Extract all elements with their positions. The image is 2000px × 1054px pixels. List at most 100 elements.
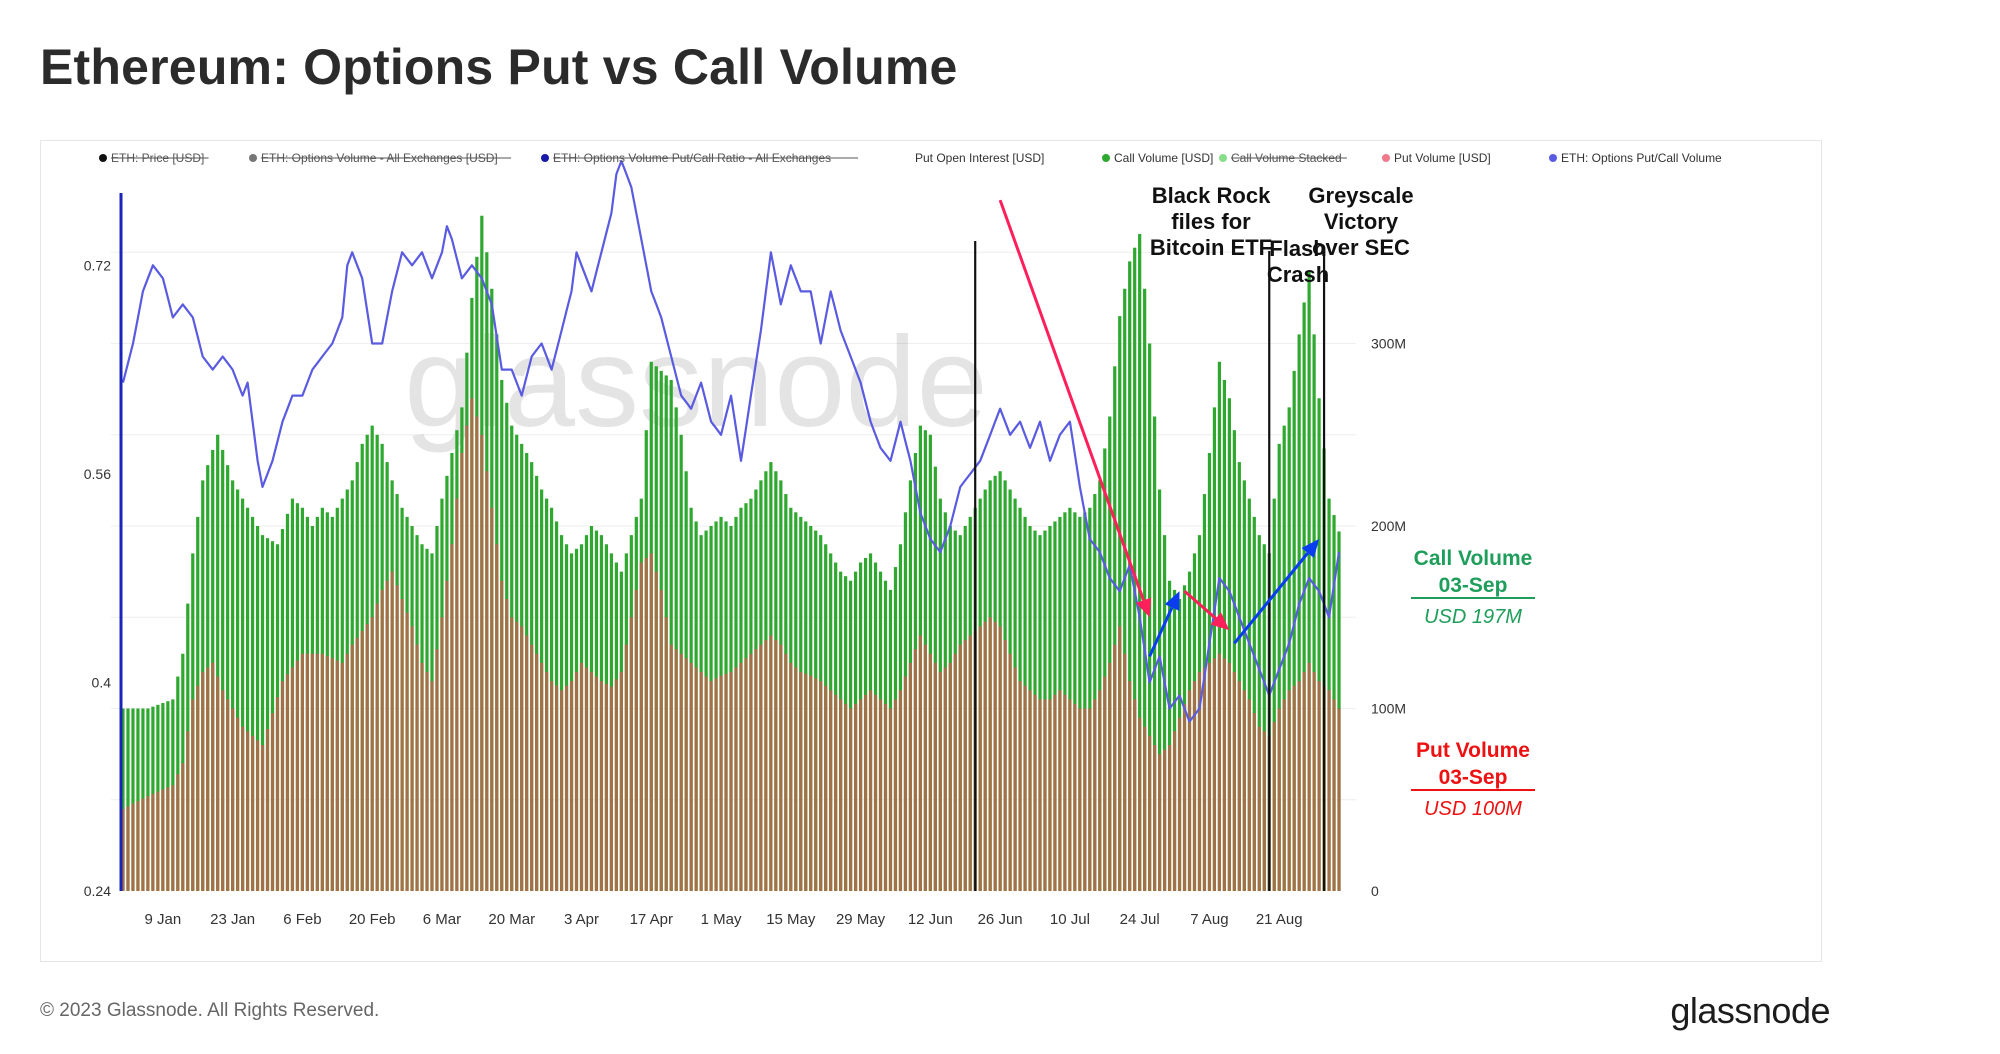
put-volume-bar <box>126 806 130 891</box>
put-volume-bar <box>1063 694 1067 891</box>
put-volume-bar <box>1073 703 1077 891</box>
call-volume-bar <box>1317 398 1321 891</box>
put-volume-bar <box>445 580 449 891</box>
legend-item[interactable]: Call Volume [USD] <box>1114 151 1213 165</box>
call-volume-bar <box>226 465 230 891</box>
put-volume-bar <box>839 699 843 891</box>
put-volume-bar <box>789 662 793 891</box>
put-volume-bar <box>545 672 549 891</box>
event-label: Greyscale <box>1308 183 1413 208</box>
put-volume-bar <box>450 544 454 891</box>
put-volume-bar <box>953 653 957 891</box>
call-volume-bar <box>1232 430 1236 891</box>
put-volume-bar <box>415 644 419 891</box>
put-volume-bar <box>1038 699 1042 891</box>
put-volume-bar <box>221 690 225 891</box>
put-volume-bar <box>146 796 150 891</box>
put-volume-bar <box>993 621 997 891</box>
left-axis-tick-label: 0.72 <box>84 257 111 273</box>
put-volume-bar <box>315 653 319 891</box>
call-volume-bar <box>1302 302 1306 891</box>
put-volume-bar <box>724 673 728 891</box>
call-volume-bar <box>1078 516 1082 891</box>
put-volume-bar <box>400 599 404 891</box>
put-volume-bar <box>624 644 628 891</box>
put-volume-bar <box>375 603 379 891</box>
put-volume-bar <box>769 635 773 891</box>
x-axis-tick-label: 20 Mar <box>488 911 535 928</box>
put-volume-bar <box>490 507 494 891</box>
put-volume-bar <box>1242 690 1246 891</box>
put-volume-bar <box>1123 653 1127 891</box>
put-volume-bar <box>535 653 539 891</box>
put-volume-bar <box>1327 690 1331 891</box>
put-volume-bar <box>689 662 693 891</box>
call-volume-bar <box>1123 288 1127 891</box>
put-volume-bar <box>1083 708 1087 891</box>
put-volume-bar <box>540 662 544 891</box>
put-volume-bar <box>440 617 444 891</box>
put-volume-bar <box>260 745 265 891</box>
put-volume-bar <box>559 690 564 891</box>
put-volume-bar <box>903 676 908 891</box>
put-volume-bar <box>166 787 170 891</box>
put-volume-bar <box>1098 690 1102 891</box>
call-volume-bar <box>1143 288 1147 891</box>
call-volume-callout-title: Call Volume <box>1414 547 1533 570</box>
legend-marker <box>541 154 549 162</box>
legend-item[interactable]: Put Volume [USD] <box>1394 151 1491 165</box>
put-volume-bar <box>898 690 903 891</box>
put-volume-bar <box>774 640 778 891</box>
call-volume-bar <box>231 480 235 891</box>
x-axis-tick-label: 6 Feb <box>283 911 321 928</box>
put-volume-bar <box>978 626 982 891</box>
put-volume-bar <box>923 644 927 891</box>
put-volume-bar <box>495 544 499 891</box>
put-volume-bar <box>709 681 713 891</box>
put-volume-bar <box>1292 685 1296 891</box>
call-volume-bar <box>131 708 135 891</box>
call-volume-bar <box>126 708 130 891</box>
put-volume-bar <box>385 580 389 891</box>
legend-item[interactable]: Put Open Interest [USD] <box>915 151 1044 165</box>
put-volume-bar <box>1182 703 1187 891</box>
left-axis-tick-label: 0.24 <box>84 883 111 899</box>
put-volume-bar <box>719 675 723 891</box>
call-volume-bar <box>1262 544 1266 891</box>
put-volume-bar <box>310 653 314 891</box>
call-volume-bar <box>669 380 673 891</box>
put-volume-bar <box>844 703 848 891</box>
put-volume-bar <box>255 740 260 891</box>
footer-copyright: © 2023 Glassnode. All Rights Reserved. <box>40 1000 380 1021</box>
put-volume-bar <box>365 624 369 891</box>
call-volume-bar <box>1138 234 1142 891</box>
call-volume-bar <box>1098 480 1102 891</box>
put-volume-bar <box>395 585 399 891</box>
page-title: Ethereum: Options Put vs Call Volume <box>40 39 958 95</box>
put-volume-callout-value: USD 100M <box>1424 798 1522 820</box>
value-callouts: Call Volume 03-Sep USD 197M Put Volume 03-Se… <box>1411 547 1535 820</box>
put-volume-bar <box>584 667 589 891</box>
put-volume-bar <box>1148 735 1152 891</box>
put-volume-bar <box>579 662 584 891</box>
put-volume-callout-date: 03-Sep <box>1439 766 1508 789</box>
call-volume-bar <box>1242 480 1246 891</box>
put-volume-bar <box>505 599 509 891</box>
call-volume-bar <box>1093 494 1097 891</box>
put-volume-bar <box>554 685 559 891</box>
put-volume-bar <box>729 672 733 891</box>
red-arrow-shaft <box>998 199 1145 601</box>
call-volume-bar <box>236 489 240 891</box>
put-volume-bar <box>1277 708 1281 891</box>
put-volume-bar <box>151 793 155 891</box>
put-volume-bar <box>764 640 768 891</box>
event-label: Crash <box>1267 262 1329 287</box>
call-volume-bar <box>245 507 250 891</box>
legend: ETH: Price [USD] ETH: Options Volume - Al… <box>99 151 1722 165</box>
legend-item[interactable]: ETH: Options Put/Call Volume <box>1561 151 1722 165</box>
put-volume-bar <box>1297 681 1301 891</box>
put-volume-bar <box>485 471 489 891</box>
right-axis-tick-label: 200M <box>1371 518 1406 534</box>
event-label: Victory <box>1324 209 1399 234</box>
x-axis-tick-label: 7 Aug <box>1190 911 1228 928</box>
